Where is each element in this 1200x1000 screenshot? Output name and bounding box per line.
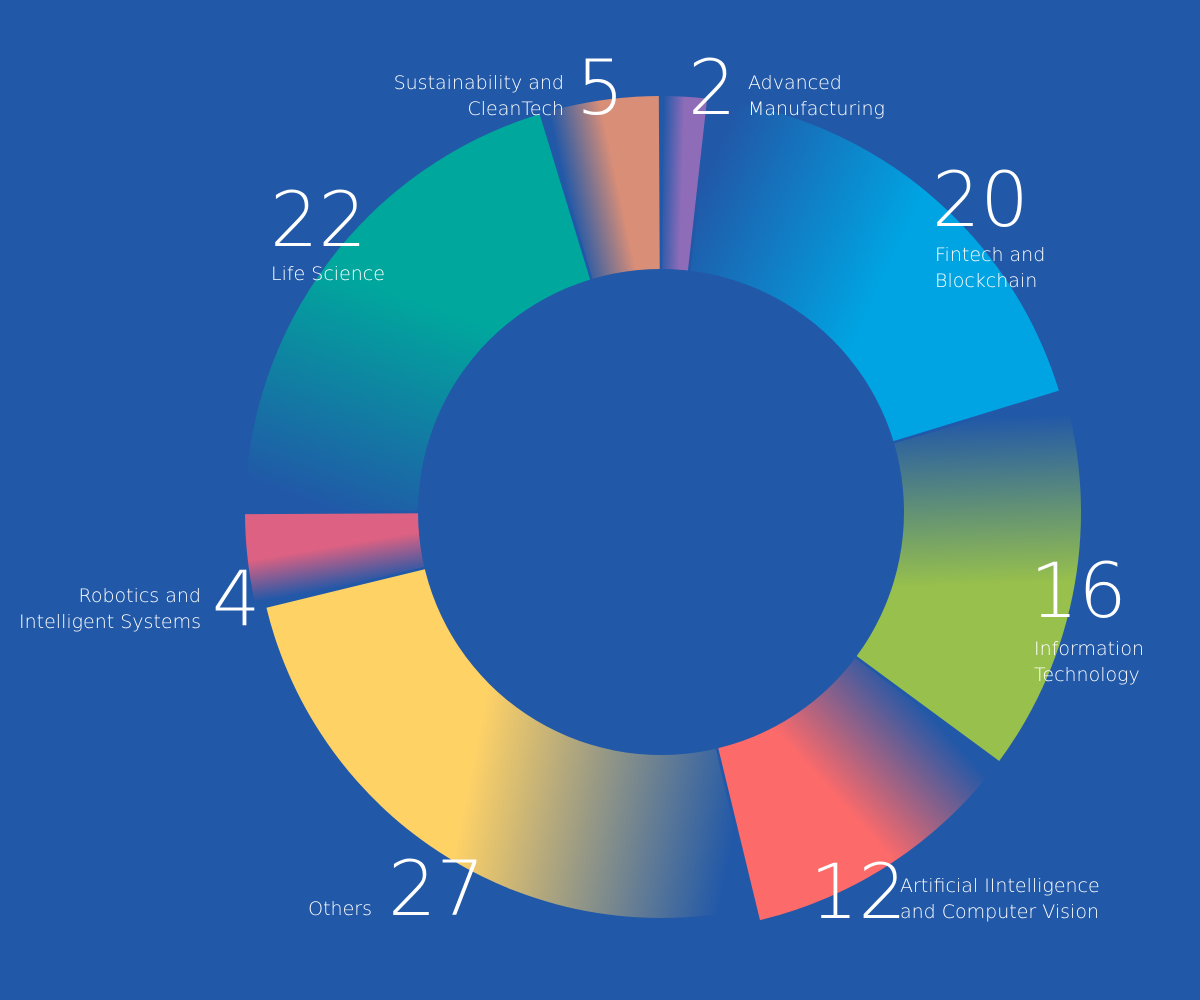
- category-label-artificial-iintelligence-and-computer-vision: and Computer Vision: [900, 901, 1099, 923]
- category-label-robotics-and-intelligent-systems: Robotics and: [78, 585, 201, 607]
- donut-hole: [418, 269, 904, 755]
- slice-information-technology: [848, 393, 1081, 762]
- category-label-sustainability-and-cleantech: Sustainability and: [394, 72, 564, 94]
- category-label-life-science: Life Science: [271, 263, 385, 285]
- category-label-others: Others: [308, 898, 372, 920]
- value-label-robotics-and-intelligent-systems: 4: [212, 554, 260, 643]
- category-label-advanced-manufacturing: Manufacturing: [748, 98, 885, 120]
- slice-sustainability-and-cleantech: [543, 96, 660, 289]
- category-label-sustainability-and-cleantech: CleanTech: [468, 98, 564, 120]
- slices: [245, 96, 1081, 921]
- category-label-artificial-iintelligence-and-computer-vision: Artificial IIntelligence: [900, 875, 1100, 897]
- slice-others: [266, 566, 753, 918]
- slice-advanced-manufacturing: [662, 96, 708, 281]
- category-label-robotics-and-intelligent-systems: Intelligent Systems: [19, 611, 201, 633]
- slice-robotics-and-intelligent-systems: [245, 513, 435, 606]
- value-label-information-technology: 16: [1030, 546, 1127, 635]
- value-label-artificial-iintelligence-and-computer-vision: 12: [810, 847, 907, 936]
- slice-life-science: [245, 114, 594, 511]
- value-label-life-science: 22: [270, 175, 367, 264]
- value-label-others: 27: [388, 844, 485, 933]
- category-label-information-technology: Information: [1034, 638, 1144, 660]
- category-label-fintech-and-blockchain: Fintech and: [935, 244, 1045, 266]
- category-label-advanced-manufacturing: Advanced: [748, 72, 842, 94]
- value-label-advanced-manufacturing: 2: [688, 43, 736, 132]
- category-label-information-technology: Technology: [1034, 664, 1140, 686]
- value-label-fintech-and-blockchain: 20: [932, 155, 1029, 244]
- value-label-sustainability-and-cleantech: 5: [576, 43, 624, 132]
- category-label-fintech-and-blockchain: Blockchain: [935, 270, 1037, 292]
- slice-fintech-and-blockchain: [689, 99, 1059, 445]
